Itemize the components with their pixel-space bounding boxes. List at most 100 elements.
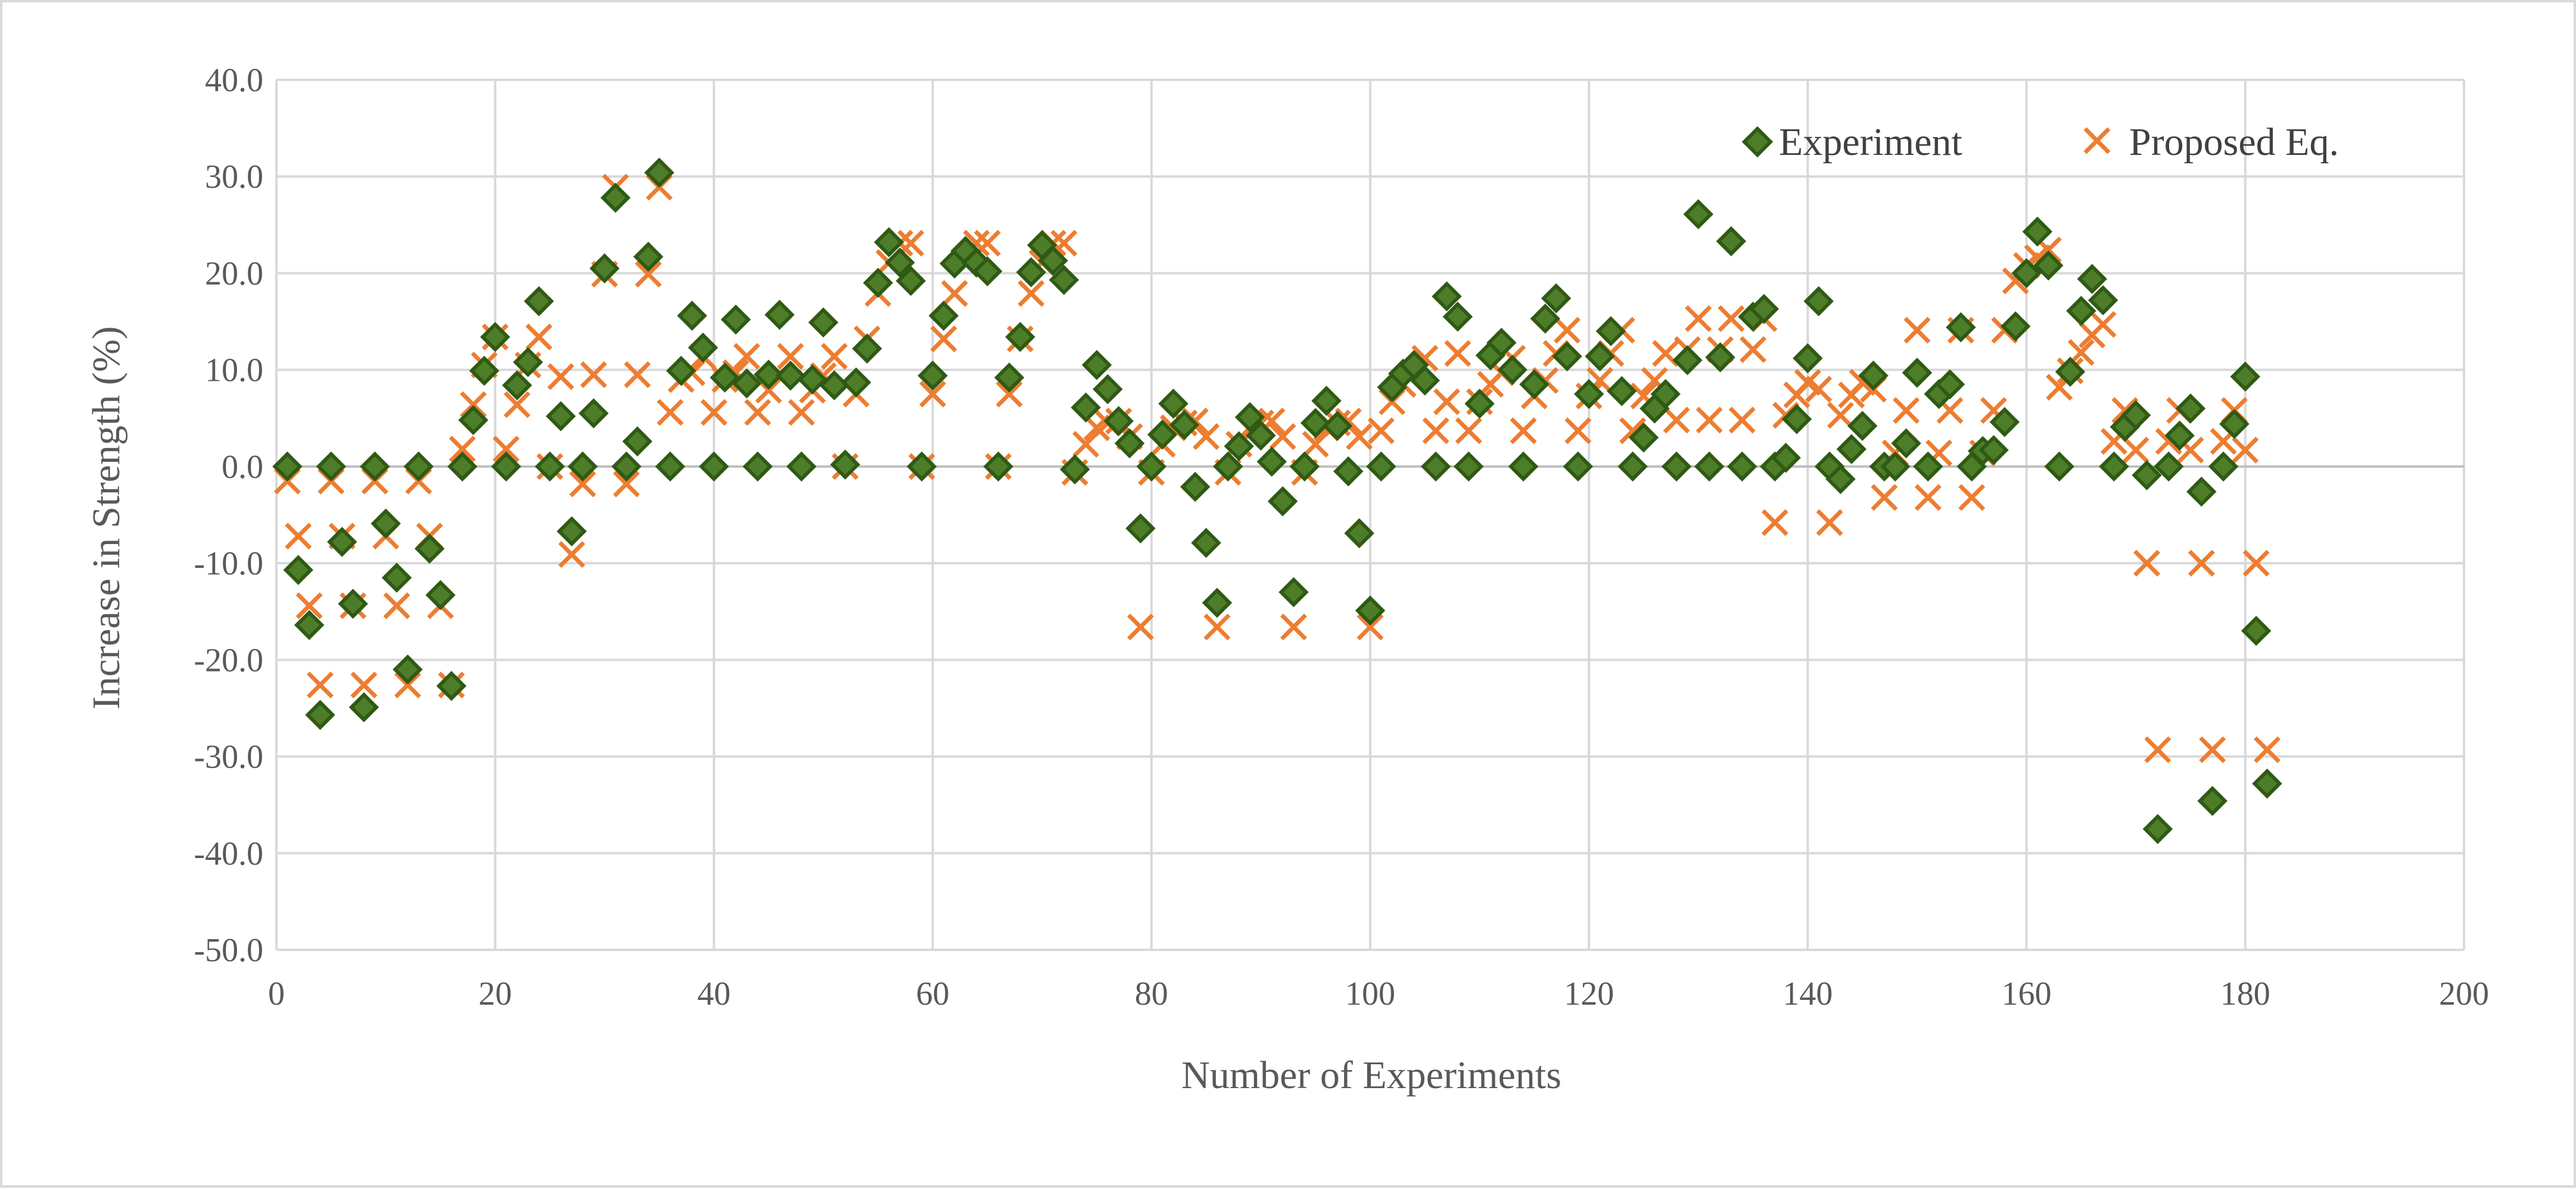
experiment-point: [633, 241, 664, 272]
experiment-point: [1497, 355, 1527, 385]
experiment-point: [1114, 428, 1145, 459]
proposed-point: [1871, 484, 1898, 511]
experiment-point: [2044, 451, 2074, 482]
experiment-point: [1093, 374, 1123, 405]
proposed-point: [547, 363, 574, 390]
experiment-point: [2252, 768, 2282, 799]
experiment-point: [578, 398, 609, 428]
x-tick-label: 0: [268, 975, 285, 1012]
experiment-point: [2099, 451, 2129, 482]
experiment-point: [1071, 392, 1101, 423]
experiment-point: [994, 362, 1025, 393]
experiment-point: [359, 451, 390, 482]
experiment-point: [1891, 428, 1921, 459]
x-tick-label: 120: [1564, 975, 1614, 1012]
experiment-point: [1552, 341, 1582, 372]
experiment-point: [272, 451, 303, 482]
experiment-point: [1880, 451, 1911, 482]
experiment-point: [1453, 451, 1484, 482]
legend-experiment-label: Experiment: [1779, 120, 1962, 164]
legend: Experiment Proposed Eq.: [1741, 120, 2339, 164]
experiment-point: [414, 533, 445, 564]
experiment-point: [1180, 471, 1211, 502]
experiment-point: [928, 300, 959, 331]
proposed-point: [525, 324, 553, 350]
proposed-point: [820, 343, 848, 370]
experiment-point: [1060, 454, 1090, 484]
experiment-point: [567, 451, 598, 482]
experiment-point: [1169, 409, 1200, 440]
proposed-point: [2133, 549, 2161, 577]
proposed-point: [1914, 484, 1942, 511]
experiment-point: [1508, 451, 1539, 482]
experiment-point: [1267, 486, 1298, 517]
experiment-point: [491, 451, 521, 482]
experiment-point: [1683, 199, 1714, 229]
experiment-point: [2175, 393, 2206, 424]
experiment-point: [2087, 285, 2118, 316]
experiment-point: [852, 333, 882, 364]
y-tick-label: -50.0: [194, 932, 263, 969]
proposed-point: [383, 592, 410, 619]
x-tick-label: 100: [1345, 975, 1395, 1012]
experiment-point: [917, 361, 948, 391]
experiment-point: [546, 401, 576, 431]
proposed-point: [1018, 280, 1045, 307]
experiment-point: [906, 451, 937, 482]
experiment-point: [1573, 378, 1604, 409]
experiment-point: [1530, 303, 1561, 334]
experiment-point: [983, 451, 1014, 482]
x-tick-label: 200: [2439, 975, 2489, 1012]
experiment-point: [1049, 265, 1079, 296]
experiment-point: [458, 405, 489, 436]
experiment-point: [1628, 422, 1659, 453]
experiment-point: [1191, 527, 1221, 558]
experiment-point: [436, 670, 467, 701]
proposed-point: [2242, 549, 2270, 577]
experiment-point: [1486, 328, 1517, 358]
proposed-point: [1357, 613, 1384, 641]
legend-proposed-icon: [2083, 127, 2111, 154]
experiment-point: [1934, 369, 1965, 400]
experiment-point: [885, 247, 915, 278]
experiment-point: [1432, 281, 1462, 312]
experiment-point: [863, 268, 894, 298]
series-experiment: [272, 157, 2282, 844]
experiment-point: [666, 356, 696, 386]
experiment-point: [600, 182, 631, 213]
experiment-point: [687, 333, 718, 363]
experiment-point: [349, 692, 379, 723]
proposed-point: [995, 380, 1023, 408]
experiment-point: [1946, 312, 1976, 343]
experiment-point: [1836, 434, 1867, 464]
experiment-point: [1344, 518, 1374, 549]
experiment-point: [1726, 451, 1757, 482]
experiment-point: [294, 610, 325, 641]
x-tick-label: 20: [478, 975, 512, 1012]
experiment-point: [2154, 451, 2184, 482]
y-axis-title: Increase in Strength (%): [85, 326, 128, 709]
proposed-point: [1193, 423, 1220, 450]
experiment-point: [841, 367, 872, 397]
proposed-point: [1695, 406, 1723, 434]
x-tick-label: 40: [697, 975, 730, 1012]
experiment-point: [1858, 361, 1889, 391]
experiment-point: [1902, 358, 1933, 388]
proposed-point: [1728, 406, 1756, 434]
experiment-point: [1464, 389, 1495, 419]
experiment-point: [1311, 386, 1342, 416]
proposed-point: [1685, 305, 1712, 333]
proposed-point: [744, 399, 771, 426]
proposed-point: [634, 260, 662, 288]
proposed-point: [1367, 417, 1395, 445]
experiment-point: [1289, 451, 1320, 482]
experiment-point: [644, 157, 674, 188]
experiment-point: [1125, 513, 1156, 543]
experiment-point: [611, 451, 642, 482]
proposed-point: [1422, 417, 1449, 445]
experiment-point: [808, 307, 839, 338]
experiment-point: [1781, 404, 1812, 434]
proposed-point: [613, 470, 640, 498]
experiment-point: [786, 451, 817, 482]
y-tick-label: 0.0: [222, 449, 263, 486]
